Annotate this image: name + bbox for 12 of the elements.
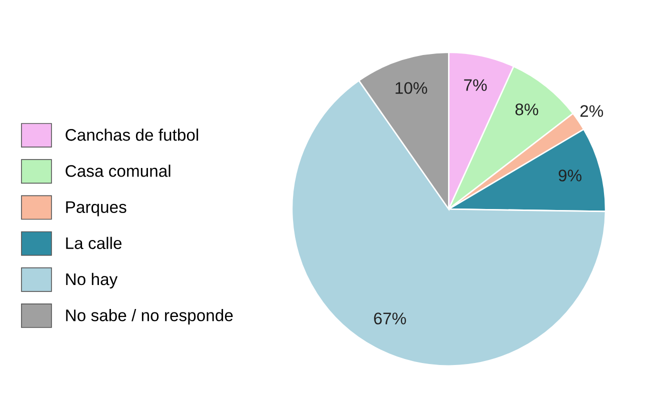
legend-label: No sabe / no responde: [66, 309, 233, 325]
legend-label: No hay: [66, 272, 118, 288]
data-label: 9%: [558, 170, 582, 182]
data-label: 10%: [396, 82, 428, 94]
data-label: 2%: [580, 105, 604, 117]
data-label: 67%: [374, 312, 406, 324]
data-label: 8%: [515, 104, 538, 116]
legend-label: La calle: [66, 236, 122, 250]
legend-label: Casa comunal: [66, 164, 170, 177]
legend-label: Parques: [66, 201, 126, 216]
data-label: 7%: [464, 79, 487, 91]
legend-label: Canchas de futbol: [66, 128, 198, 141]
